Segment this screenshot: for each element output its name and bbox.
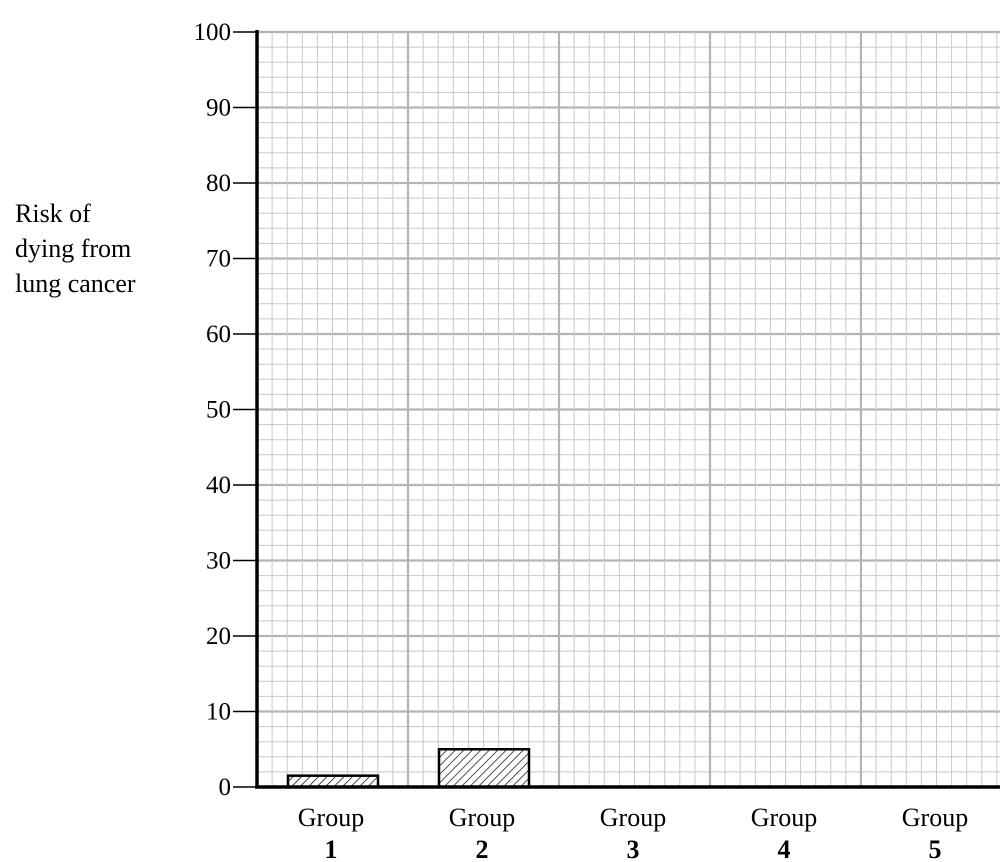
y-tick-label: 10 <box>206 699 231 726</box>
y-tick-label: 30 <box>206 548 231 575</box>
y-axis-label-line: dying from <box>15 234 131 263</box>
x-category-number: 4 <box>778 835 791 862</box>
x-axis-labels: Group 1 Group 2 Group 3 Group 4 Group 5 <box>298 803 968 862</box>
x-category-number: 1 <box>325 835 338 862</box>
y-tick-label: 50 <box>206 397 231 424</box>
x-category-number: 2 <box>476 835 489 862</box>
bar-group-2 <box>437 748 531 789</box>
y-axis-label-line: Risk of <box>15 199 91 228</box>
y-tick-label: 20 <box>206 623 231 650</box>
bars <box>286 748 531 789</box>
x-category-number: 3 <box>627 835 640 862</box>
y-axis-ticks: 0 10 20 30 40 50 60 70 80 90 100 <box>194 19 257 801</box>
y-axis-label-line: lung cancer <box>15 269 136 298</box>
x-category-label: Group <box>902 803 968 832</box>
x-category-label: Group <box>751 803 817 832</box>
y-tick-label: 60 <box>206 321 231 348</box>
x-category-number: 5 <box>929 835 942 862</box>
y-tick-label: 90 <box>206 95 231 122</box>
y-tick-label: 100 <box>194 19 232 46</box>
y-axis-label: Risk of dying from lung cancer <box>15 199 136 298</box>
y-tick-label: 80 <box>206 170 231 197</box>
y-tick-label: 40 <box>206 472 231 499</box>
grid <box>255 30 1000 789</box>
y-tick-label: 70 <box>206 246 231 273</box>
x-category-label: Group <box>449 803 515 832</box>
x-category-label: Group <box>600 803 666 832</box>
x-category-label: Group <box>298 803 364 832</box>
y-tick-label: 0 <box>219 774 232 801</box>
